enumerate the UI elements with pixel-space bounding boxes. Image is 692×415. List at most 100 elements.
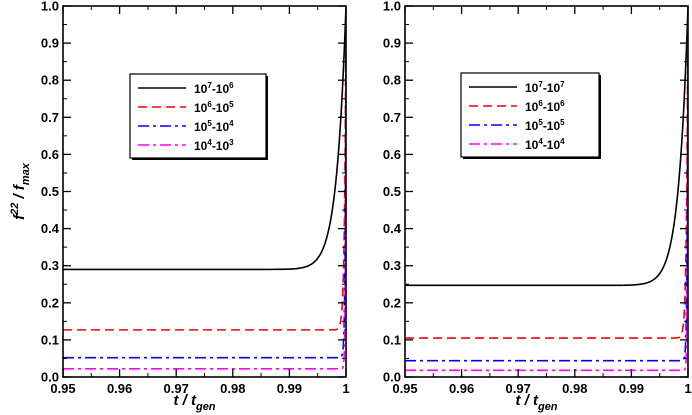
plot-frame bbox=[62, 5, 347, 378]
series-line-1 bbox=[63, 6, 346, 271]
legend-base: 10 bbox=[525, 138, 539, 152]
y-tick-label: 0.0 bbox=[41, 370, 59, 385]
x-axis-label-main: t / t bbox=[515, 392, 538, 409]
y-tick-label: 1.0 bbox=[383, 0, 401, 14]
legend-exponent: 6 bbox=[229, 81, 234, 90]
legend-exponent: 6 bbox=[560, 99, 565, 108]
y-axis-label: f22 / fmax bbox=[9, 162, 32, 220]
x-axis-label-subscript: gen bbox=[195, 401, 216, 413]
legend-exponent: 5 bbox=[229, 100, 234, 109]
legend-base: 10 bbox=[525, 100, 539, 114]
legend-entry: 107-106 bbox=[194, 81, 234, 96]
legend-entry: 106-106 bbox=[525, 99, 565, 114]
legend-base: 10 bbox=[194, 82, 208, 96]
legend-base: 10 bbox=[525, 81, 539, 95]
x-tick-label: 0.98 bbox=[562, 381, 587, 396]
series-line-3 bbox=[405, 6, 688, 362]
y-axis-label-mid: / f bbox=[11, 183, 28, 203]
x-tick-label: 0.95 bbox=[392, 381, 417, 396]
y-tick-label: 0.1 bbox=[41, 332, 59, 347]
legend-entry: 104-103 bbox=[194, 138, 234, 153]
legend-separator: -10 bbox=[543, 100, 561, 114]
legend-base: 10 bbox=[194, 101, 208, 115]
legend-separator: -10 bbox=[543, 138, 561, 152]
legend-exponent: 4 bbox=[560, 137, 565, 146]
legend-exponent: 6 bbox=[207, 100, 212, 109]
x-tick-label: 0.96 bbox=[449, 381, 474, 396]
legend-entry: 105-105 bbox=[525, 118, 565, 133]
chart-panel-2: 0.95 0.96 0.97 0.98 0.99 10.00.10.20.30.40.50… bbox=[383, 0, 692, 413]
y-tick-label: 0.2 bbox=[41, 295, 59, 310]
y-tick-label: 0.5 bbox=[383, 184, 401, 199]
legend-exponent: 6 bbox=[538, 99, 543, 108]
legend-entry: 105-104 bbox=[194, 119, 234, 134]
legend-separator: -10 bbox=[212, 139, 230, 153]
x-tick-label: 0.95 bbox=[50, 381, 75, 396]
y-tick-label: 0.2 bbox=[383, 295, 401, 310]
legend-separator: -10 bbox=[212, 120, 230, 134]
y-axis-label-superscript: 22 bbox=[9, 203, 21, 216]
y-tick-label: 0.6 bbox=[41, 147, 59, 162]
legend-separator: -10 bbox=[212, 82, 230, 96]
legend-separator: -10 bbox=[543, 81, 561, 95]
x-tick-label: 0.98 bbox=[220, 381, 245, 396]
x-tick-label: 0.97 bbox=[164, 381, 189, 396]
plot-frame bbox=[404, 5, 689, 378]
y-tick-label: 0.7 bbox=[383, 110, 401, 125]
x-tick-label: 0.99 bbox=[277, 381, 302, 396]
y-tick-label: 0.5 bbox=[41, 184, 59, 199]
x-tick-label: 1 bbox=[342, 381, 349, 396]
series-line-2 bbox=[63, 6, 346, 331]
legend-entry: 107-107 bbox=[525, 80, 565, 95]
legend-exponent: 4 bbox=[229, 119, 234, 128]
y-tick-label: 0.3 bbox=[383, 258, 401, 273]
legend-exponent: 4 bbox=[207, 138, 212, 147]
y-tick-label: 0.9 bbox=[383, 36, 401, 51]
x-tick-label: 0.96 bbox=[107, 381, 132, 396]
x-tick-label: 0.97 bbox=[506, 381, 531, 396]
legend-exponent: 5 bbox=[560, 118, 565, 127]
legend-exponent: 4 bbox=[538, 137, 543, 146]
y-tick-label: 0.4 bbox=[383, 221, 402, 236]
y-tick-label: 0.3 bbox=[41, 258, 59, 273]
legend-entry: 106-105 bbox=[194, 100, 234, 115]
legend-exponent: 7 bbox=[538, 80, 543, 89]
chart-panel-1: 0.95 0.96 0.97 0.98 0.99 10.00.10.20.30.40.50… bbox=[9, 0, 350, 413]
y-axis-label-subscript: max bbox=[20, 162, 32, 185]
series-line-1 bbox=[405, 6, 688, 287]
y-tick-label: 0.7 bbox=[41, 110, 59, 125]
y-tick-label: 1.0 bbox=[41, 0, 59, 14]
y-tick-label: 0.4 bbox=[41, 221, 60, 236]
x-axis-label-subscript: gen bbox=[537, 401, 558, 413]
legend-separator: -10 bbox=[212, 101, 230, 115]
y-axis-label-main: f bbox=[11, 213, 28, 220]
legend-exponent: 3 bbox=[229, 138, 234, 147]
y-tick-label: 0.1 bbox=[383, 332, 401, 347]
x-tick-label: 1 bbox=[684, 381, 691, 396]
legend-base: 10 bbox=[194, 139, 208, 153]
legend-exponent: 7 bbox=[560, 80, 565, 89]
y-tick-label: 0.9 bbox=[41, 36, 59, 51]
x-tick-label: 0.99 bbox=[619, 381, 644, 396]
x-axis-label: t / tgen bbox=[515, 392, 557, 413]
legend-base: 10 bbox=[194, 120, 208, 134]
legend-base: 10 bbox=[525, 119, 539, 133]
x-axis-label: t / tgen bbox=[173, 392, 215, 413]
series-line-2 bbox=[405, 6, 688, 339]
legend-exponent: 5 bbox=[538, 118, 543, 127]
series-line-4 bbox=[63, 6, 346, 370]
legend-exponent: 5 bbox=[207, 119, 212, 128]
y-tick-label: 0.8 bbox=[41, 73, 59, 88]
legend-separator: -10 bbox=[543, 119, 561, 133]
x-axis-label-main: t / t bbox=[173, 392, 196, 409]
series-line-4 bbox=[405, 6, 688, 372]
y-tick-label: 0.8 bbox=[383, 73, 401, 88]
series-line-3 bbox=[63, 6, 346, 359]
y-tick-label: 0.6 bbox=[383, 147, 401, 162]
legend-entry: 104-104 bbox=[525, 137, 565, 152]
legend-exponent: 7 bbox=[207, 81, 212, 90]
y-tick-label: 0.0 bbox=[383, 370, 401, 385]
